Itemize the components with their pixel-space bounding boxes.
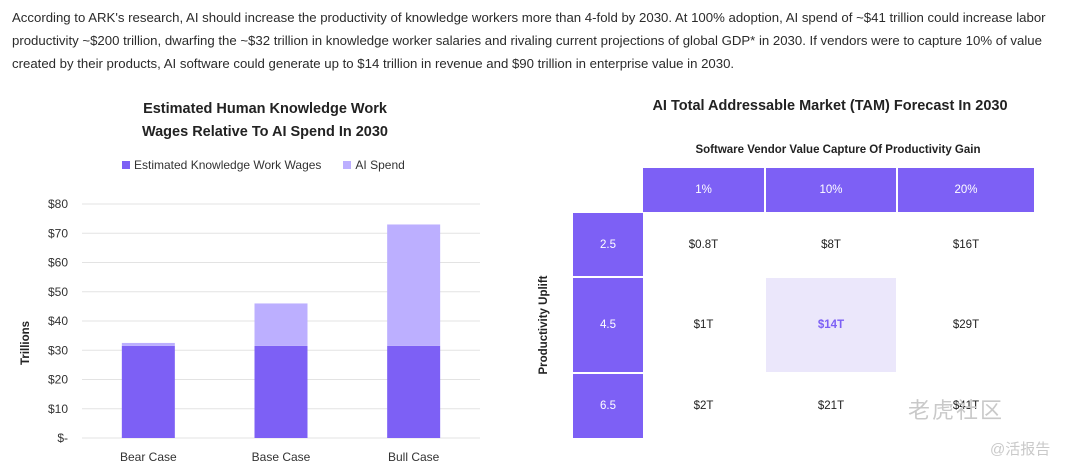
tam-cell-r1-c1: $0.8T: [688, 238, 719, 251]
legend-item-wages: Estimated Knowledge Work Wages: [122, 158, 321, 172]
tam-subtitle: Software Vendor Value Capture Of Product…: [695, 144, 981, 156]
tam-cell-r2-c3: $29T: [952, 319, 980, 331]
tam-cell-r2-c2-highlight: $14T: [766, 278, 896, 372]
tam-col-head-3: 20%: [898, 168, 1034, 212]
y-axis-title: Trillions: [20, 321, 32, 365]
y-tick-label: $20: [48, 373, 68, 387]
x-tick-label: Bear Case: [120, 450, 177, 464]
tam-cell-r3-c3: $41T: [952, 400, 980, 412]
bar-layer: [121, 224, 441, 438]
bar-ai-spend-1: [121, 342, 175, 346]
x-tick-labels: Bear Case Base Case Bull Case: [120, 450, 440, 464]
tam-col-head-1: 1%: [643, 168, 764, 212]
legend-swatch-wages: [122, 161, 130, 169]
tam-cell-r1-c2: $8T: [821, 238, 841, 251]
bar-chart-title: Estimated Human Knowledge Work Wages Rel…: [100, 98, 430, 144]
tam-row-head-2: 4.5: [573, 278, 643, 372]
legend-label-wages: Estimated Knowledge Work Wages: [134, 158, 322, 172]
y-tick-label: $10: [48, 402, 68, 416]
bar-chart: $- $10 $20 $30 $40 $50 $60 $70 $80 Bear Case Base…: [20, 197, 480, 464]
bar-wages-1: [121, 345, 175, 438]
y-tick-label: $50: [48, 285, 68, 299]
bar-chart-title-line2: Wages Relative To AI Spend In 2030: [141, 124, 389, 140]
intro-paragraph: According to ARK's research, AI should i…: [12, 10, 1046, 71]
legend-item-ai-spend: AI Spend: [343, 158, 405, 172]
watermark-handle: @活报告: [990, 441, 1051, 458]
y-tick-labels: $- $10 $20 $30 $40 $50 $60 $70 $80: [48, 197, 68, 445]
tam-col-head-2: 10%: [766, 168, 896, 212]
watermark-text: 老虎社区: [908, 398, 1005, 423]
y-tick-label: $-: [57, 431, 68, 445]
tam-cell-r3-c2: $21T: [817, 400, 845, 412]
tam-row-head-1: 2.5: [573, 213, 643, 276]
legend-swatch-ai-spend: [343, 161, 352, 169]
tam-row-head-3: 6.5: [573, 374, 643, 438]
bar-ai-spend-2: [254, 303, 308, 346]
tam-cell-r2-c1: $1T: [693, 319, 714, 331]
legend-label-ai-spend: AI Spend: [355, 158, 405, 172]
y-tick-label: $40: [48, 314, 68, 328]
bar-chart-legend: Estimated Knowledge Work Wages AI Spend: [122, 158, 405, 172]
tam-cell-r3-c1: $2T: [693, 400, 714, 412]
bar-ai-spend-3: [387, 224, 441, 346]
bar-wages-3: [387, 345, 441, 438]
tam-row-axis-title: Productivity Uplift: [538, 275, 550, 375]
y-tick-label: $60: [48, 256, 68, 270]
tam-title: AI Total Addressable Market (TAM) Foreca…: [652, 98, 1008, 114]
y-tick-label: $30: [48, 343, 68, 357]
bar-chart-title-line1: Estimated Human Knowledge Work: [143, 101, 387, 117]
y-tick-label: $80: [48, 197, 68, 211]
tam-cell-r1-c3: $16T: [952, 238, 980, 251]
bar-wages-2: [254, 345, 308, 438]
y-tick-label: $70: [48, 226, 68, 240]
x-tick-label: Base Case: [252, 450, 311, 464]
x-tick-label: Bull Case: [388, 450, 440, 464]
